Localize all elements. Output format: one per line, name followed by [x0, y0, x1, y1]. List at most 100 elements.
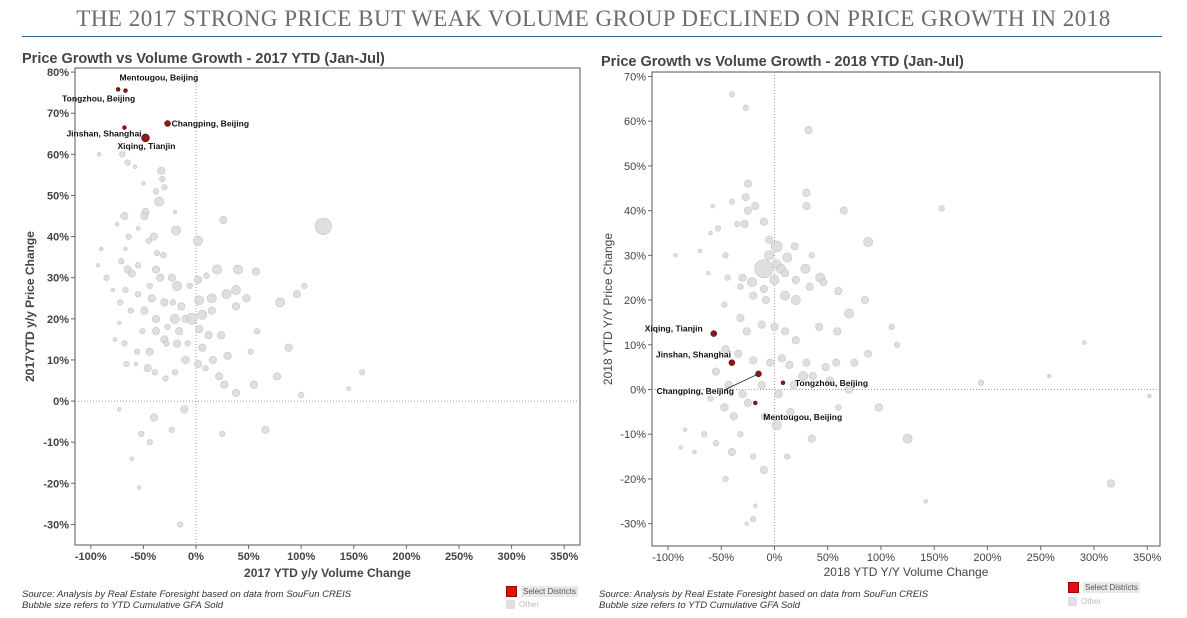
y-axis-label: 2018 YTD Y/Y Price Change — [601, 233, 615, 385]
source-line: Source: Analysis by Real Estate Foresigh… — [22, 589, 352, 600]
other-district-bubble — [103, 274, 110, 281]
other-district-bubble — [784, 453, 791, 460]
other-district-bubble — [251, 267, 260, 276]
other-district-bubble — [819, 278, 828, 287]
other-district-bubble — [298, 391, 305, 399]
other-district-bubble — [860, 296, 869, 305]
other-district-bubble — [734, 349, 743, 358]
selected-district-bubble — [123, 88, 128, 93]
y-tick-label: 70% — [624, 71, 646, 83]
legend-label-selected: Select Districts — [521, 586, 578, 597]
other-district-bubble — [160, 251, 167, 259]
other-district-bubble — [152, 188, 160, 195]
district-label: Changping, Beijing — [656, 386, 733, 396]
other-district-bubble — [164, 323, 171, 331]
other-district-bubble — [977, 379, 985, 386]
other-district-bubble — [802, 202, 811, 211]
other-district-bubble — [96, 152, 102, 157]
x-tick-label: 100% — [287, 551, 315, 563]
other-district-bubble — [798, 371, 809, 381]
other-district-bubble — [835, 404, 842, 411]
legend-swatch-selected — [506, 586, 517, 597]
other-district-bubble — [902, 433, 913, 444]
x-tick-label: -100% — [652, 552, 684, 564]
other-district-bubble — [129, 456, 135, 461]
y-tick-label: 0% — [53, 396, 69, 408]
other-district-bubble — [185, 313, 198, 325]
source-line: Source: Analysis by Real Estate Foresigh… — [599, 589, 929, 600]
district-label: Xiqing, Tianjin — [117, 141, 175, 151]
other-district-bubble — [186, 282, 193, 290]
other-district-bubble — [156, 273, 165, 282]
other-district-bubble — [781, 269, 790, 278]
other-district-bubble — [177, 302, 186, 311]
other-district-bubble — [777, 354, 786, 363]
y-tick-label: 50% — [624, 161, 646, 173]
y-tick-label: 20% — [47, 314, 69, 326]
other-district-bubble — [175, 327, 184, 336]
other-district-bubble — [707, 395, 714, 402]
other-district-bubble — [833, 327, 842, 336]
other-district-bubble — [727, 448, 736, 457]
selected-district-bubble — [115, 87, 121, 92]
other-district-bubble — [197, 309, 208, 320]
other-district-bubble — [743, 179, 752, 188]
legend-swatch-selected — [1068, 582, 1079, 593]
other-district-bubble — [682, 427, 688, 432]
legend-label-other: Other — [519, 600, 540, 609]
other-district-bubble — [177, 521, 184, 528]
other-district-bubble — [720, 403, 729, 412]
other-district-bubble — [728, 91, 735, 98]
other-district-bubble — [172, 281, 182, 291]
other-district-bubble — [202, 365, 209, 372]
other-district-bubble — [785, 360, 794, 369]
other-district-bubble — [184, 340, 191, 347]
other-district-bubble — [99, 246, 104, 252]
y-tick-label: 40% — [47, 232, 69, 244]
y-tick-label: -20% — [43, 478, 69, 490]
other-district-bubble — [261, 425, 270, 434]
other-district-bubble — [834, 287, 843, 296]
other-district-bubble — [123, 246, 128, 252]
other-district-bubble — [815, 322, 824, 331]
x-tick-label: 50% — [238, 551, 260, 563]
other-district-bubble — [194, 295, 205, 306]
x-tick-label: 350% — [1133, 552, 1161, 564]
other-district-bubble — [800, 263, 811, 274]
other-district-bubble — [149, 232, 158, 241]
other-district-bubble — [233, 264, 243, 275]
district-label: Changping, Beijing — [172, 119, 249, 129]
other-district-bubble — [802, 358, 811, 367]
other-district-bubble — [754, 259, 774, 279]
y-tick-label: 40% — [624, 206, 646, 218]
other-district-bubble — [208, 355, 217, 364]
selected-district-bubble — [164, 120, 171, 127]
other-district-bubble — [206, 293, 217, 304]
other-district-bubble — [204, 331, 213, 340]
other-district-bubble — [145, 347, 154, 356]
x-axis-label: 2018 YTD Y/Y Volume Change — [824, 565, 989, 579]
y-tick-label: -20% — [620, 474, 646, 486]
other-district-bubble — [153, 249, 161, 257]
other-district-bubble — [198, 343, 207, 352]
chart-title-2017: Price Growth vs Volume Growth - 2017 YTD… — [22, 51, 385, 67]
y-tick-label: -10% — [43, 437, 69, 449]
other-district-bubble — [678, 445, 683, 450]
other-district-bubble — [231, 302, 240, 311]
y-axis-label: 2017YTD y/y Price Change — [23, 231, 37, 382]
other-district-bubble — [781, 327, 790, 336]
other-district-bubble — [116, 320, 122, 326]
other-district-bubble — [761, 296, 770, 305]
other-district-bubble — [1047, 373, 1052, 379]
other-district-bubble — [791, 336, 800, 345]
x-tick-label: 300% — [1080, 552, 1108, 564]
legend-swatch-other — [506, 600, 515, 609]
other-district-bubble — [766, 358, 775, 367]
other-district-bubble — [805, 282, 814, 291]
y-tick-label: -10% — [620, 429, 646, 441]
other-district-bubble — [742, 104, 749, 111]
selected-district-bubble — [710, 330, 718, 337]
other-district-bubble — [790, 295, 801, 305]
other-district-bubble — [170, 313, 180, 324]
other-district-bubble — [220, 380, 229, 389]
